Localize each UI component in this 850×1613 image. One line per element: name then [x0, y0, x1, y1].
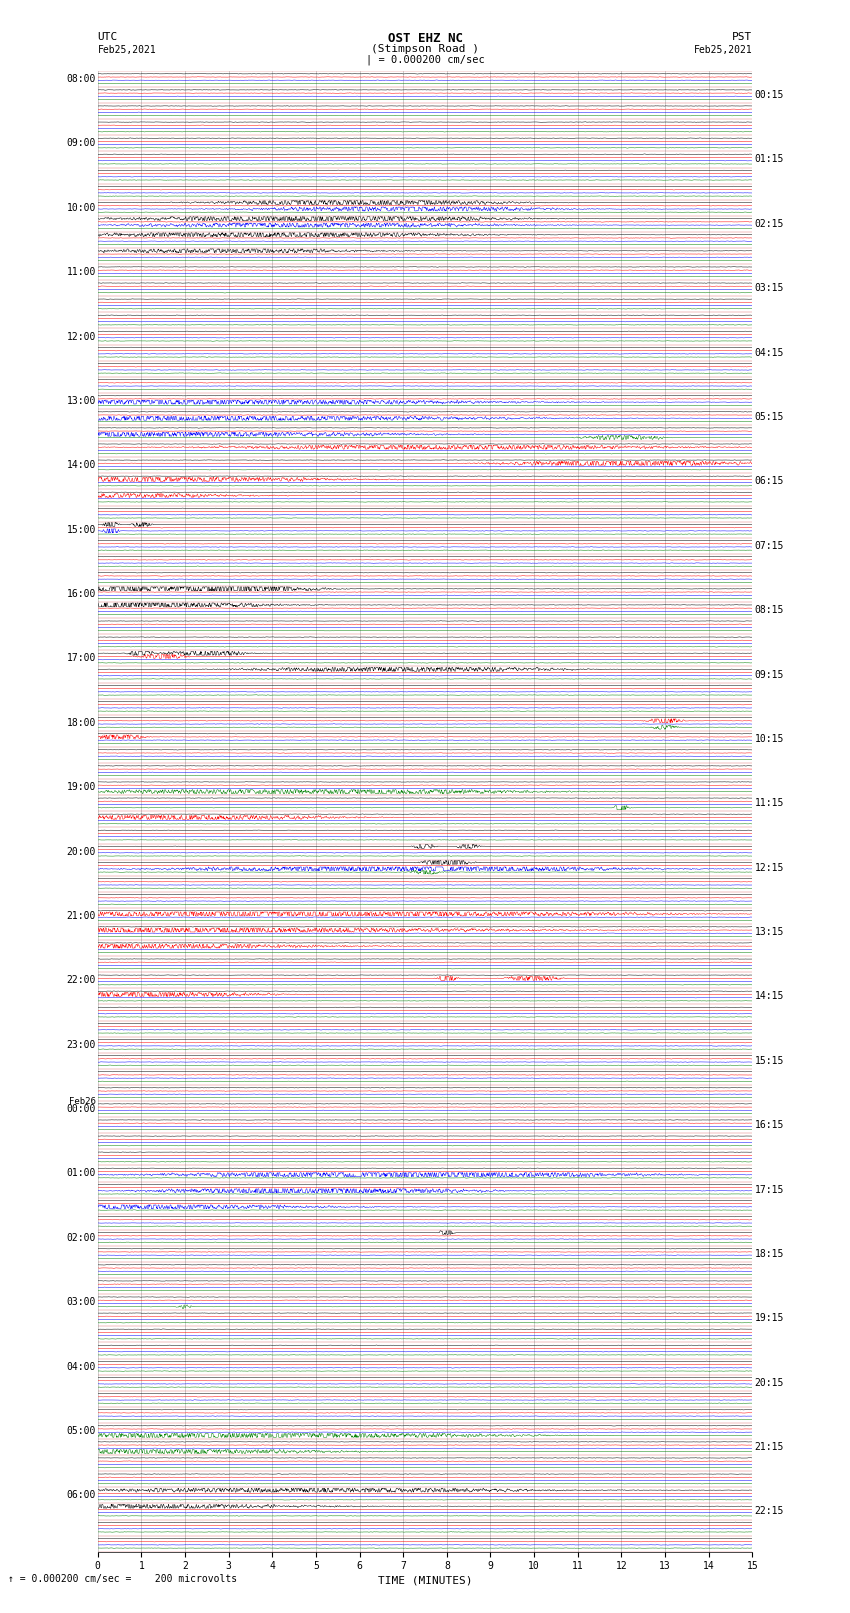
Text: UTC: UTC	[98, 32, 118, 42]
Text: | = 0.000200 cm/sec: | = 0.000200 cm/sec	[366, 55, 484, 66]
Text: 05:15: 05:15	[755, 411, 785, 423]
Text: ↑ = 0.000200 cm/sec =    200 microvolts: ↑ = 0.000200 cm/sec = 200 microvolts	[8, 1574, 238, 1584]
Text: 01:00: 01:00	[66, 1168, 96, 1179]
Text: 12:00: 12:00	[66, 332, 96, 342]
Text: 23:00: 23:00	[66, 1040, 96, 1050]
Text: 06:00: 06:00	[66, 1490, 96, 1500]
Text: 22:15: 22:15	[755, 1507, 785, 1516]
Text: 06:15: 06:15	[755, 476, 785, 487]
Text: 10:00: 10:00	[66, 203, 96, 213]
Text: 14:15: 14:15	[755, 992, 785, 1002]
X-axis label: TIME (MINUTES): TIME (MINUTES)	[377, 1576, 473, 1586]
Text: 09:00: 09:00	[66, 139, 96, 148]
Text: Feb26: Feb26	[69, 1097, 96, 1105]
Text: 16:00: 16:00	[66, 589, 96, 598]
Text: 22:00: 22:00	[66, 976, 96, 986]
Text: 21:00: 21:00	[66, 911, 96, 921]
Text: 19:15: 19:15	[755, 1313, 785, 1323]
Text: 18:15: 18:15	[755, 1248, 785, 1260]
Text: 10:15: 10:15	[755, 734, 785, 744]
Text: 07:15: 07:15	[755, 540, 785, 550]
Text: 01:15: 01:15	[755, 155, 785, 165]
Text: 00:00: 00:00	[66, 1103, 96, 1115]
Text: 02:00: 02:00	[66, 1232, 96, 1244]
Text: 11:00: 11:00	[66, 268, 96, 277]
Text: 13:15: 13:15	[755, 927, 785, 937]
Text: 13:00: 13:00	[66, 395, 96, 406]
Text: 16:15: 16:15	[755, 1119, 785, 1131]
Text: (Stimpson Road ): (Stimpson Road )	[371, 44, 479, 53]
Text: 08:00: 08:00	[66, 74, 96, 84]
Text: 11:15: 11:15	[755, 798, 785, 808]
Text: 20:15: 20:15	[755, 1378, 785, 1387]
Text: 14:00: 14:00	[66, 460, 96, 471]
Text: 17:15: 17:15	[755, 1184, 785, 1195]
Text: OST EHZ NC: OST EHZ NC	[388, 32, 462, 45]
Text: 17:00: 17:00	[66, 653, 96, 663]
Text: Feb25,2021: Feb25,2021	[694, 45, 752, 55]
Text: 08:15: 08:15	[755, 605, 785, 615]
Text: 15:00: 15:00	[66, 524, 96, 534]
Text: 03:15: 03:15	[755, 284, 785, 294]
Text: PST: PST	[732, 32, 752, 42]
Text: 09:15: 09:15	[755, 669, 785, 679]
Text: 12:15: 12:15	[755, 863, 785, 873]
Text: 04:15: 04:15	[755, 348, 785, 358]
Text: 19:00: 19:00	[66, 782, 96, 792]
Text: 05:00: 05:00	[66, 1426, 96, 1436]
Text: 04:00: 04:00	[66, 1361, 96, 1371]
Text: 03:00: 03:00	[66, 1297, 96, 1307]
Text: Feb25,2021: Feb25,2021	[98, 45, 156, 55]
Text: 15:15: 15:15	[755, 1057, 785, 1066]
Text: 02:15: 02:15	[755, 219, 785, 229]
Text: 20:00: 20:00	[66, 847, 96, 857]
Text: 00:15: 00:15	[755, 90, 785, 100]
Text: 18:00: 18:00	[66, 718, 96, 727]
Text: 21:15: 21:15	[755, 1442, 785, 1452]
